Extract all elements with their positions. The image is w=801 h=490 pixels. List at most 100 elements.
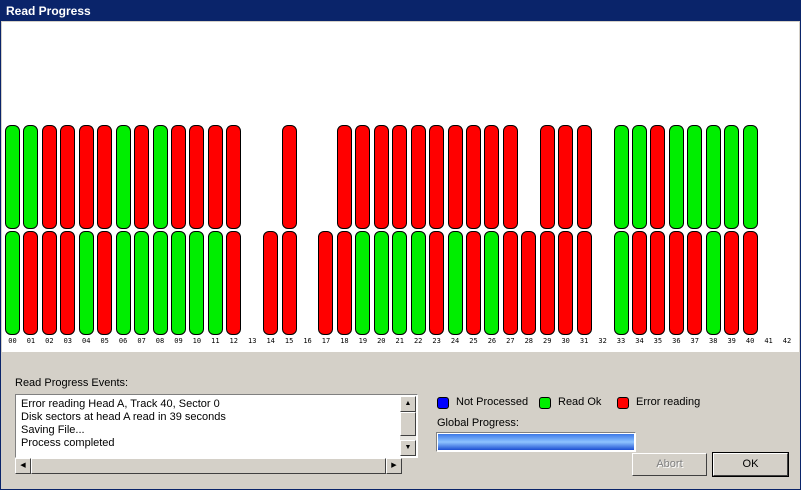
track-number-label: 10 — [192, 337, 202, 345]
track-bar-head-a — [484, 125, 500, 229]
abort-button[interactable]: Abort — [632, 453, 707, 476]
global-progress-label: Global Progress: — [437, 417, 519, 429]
track-bar-head-a — [5, 125, 20, 229]
events-log[interactable]: Error reading Head A, Track 40, Sector 0… — [15, 394, 418, 458]
track-number-label: 22 — [413, 337, 423, 345]
track-bar-head-b — [429, 231, 445, 335]
track-bar-head-b — [336, 231, 352, 335]
track-bar-head-a — [539, 125, 555, 229]
track-number-label: 39 — [727, 337, 736, 345]
track-bar-head-b — [631, 231, 647, 335]
scroll-right-arrow-icon[interactable]: ▶ — [386, 458, 402, 474]
track-number-label: 26 — [487, 337, 497, 345]
events-label: Read Progress Events: — [15, 377, 129, 389]
track-bar-head-b — [5, 231, 20, 335]
track-bar-head-a — [78, 125, 94, 229]
track-bar-head-a — [207, 125, 223, 229]
track-bar-head-b — [392, 231, 408, 335]
track-number-label: 07 — [137, 337, 146, 345]
track-bar-head-a — [373, 125, 389, 229]
track-number-label: 03 — [63, 337, 73, 345]
track-bar-head-a — [410, 125, 426, 229]
track-number-label: 31 — [579, 337, 589, 345]
track-number-label: 41 — [764, 337, 773, 345]
track-number-label: 05 — [100, 337, 109, 345]
track-bar-head-b — [502, 231, 518, 335]
track-bar-head-b — [170, 231, 186, 335]
track-bar-head-b — [207, 231, 223, 335]
track-bar-head-b — [447, 231, 463, 335]
track-bar-head-a — [650, 125, 666, 229]
track-bar-head-b — [668, 231, 684, 335]
event-line: Error reading Head A, Track 40, Sector 0 — [21, 398, 220, 410]
track-bar-head-b — [705, 231, 721, 335]
track-bar-head-a — [576, 125, 592, 229]
track-number-label: 38 — [709, 337, 718, 345]
global-progress-fill — [438, 434, 634, 450]
track-number-label: 35 — [653, 337, 663, 345]
track-number-label: 28 — [524, 337, 534, 345]
track-bar-head-a — [23, 125, 39, 229]
track-bar-head-b — [558, 231, 574, 335]
track-number-label: 29 — [543, 337, 552, 345]
track-number-label: 23 — [432, 337, 441, 345]
track-bar-head-a — [152, 125, 168, 229]
legend-not-processed: Not Processed — [456, 396, 529, 408]
track-bar-head-b — [724, 231, 740, 335]
vertical-scrollbar[interactable]: ▲ ▼ — [400, 396, 416, 456]
track-bar-head-a — [668, 125, 684, 229]
track-bar-head-a — [613, 125, 629, 229]
track-bar-head-b — [281, 231, 297, 335]
track-number-label: 09 — [174, 337, 183, 345]
track-bar-head-a — [705, 125, 721, 229]
track-bar-head-a — [742, 125, 758, 229]
track-bar-head-b — [60, 231, 76, 335]
track-bar-head-b — [226, 231, 242, 335]
track-number-label: 02 — [45, 337, 54, 345]
track-bar-head-b — [539, 231, 555, 335]
track-bar-head-a — [429, 125, 445, 229]
track-bar-head-b — [355, 231, 371, 335]
not-processed-swatch-icon — [437, 397, 449, 409]
track-number-label: 14 — [266, 337, 275, 345]
scroll-left-arrow-icon[interactable]: ◀ — [15, 458, 31, 474]
legend-read-ok: Read Ok — [558, 396, 602, 408]
track-bar-head-b — [189, 231, 205, 335]
scroll-down-arrow-icon[interactable]: ▼ — [400, 440, 416, 456]
track-bar-head-a — [447, 125, 463, 229]
scroll-up-arrow-icon[interactable]: ▲ — [400, 396, 416, 412]
track-number-label: 11 — [211, 337, 220, 345]
track-bar-head-b — [97, 231, 113, 335]
legend-error-reading: Error reading — [636, 396, 701, 408]
vertical-scroll-thumb[interactable] — [400, 412, 416, 436]
track-bar-head-a — [189, 125, 205, 229]
track-number-label: 40 — [745, 337, 755, 345]
track-number-label: 15 — [284, 337, 294, 345]
ok-button[interactable]: OK — [712, 452, 789, 477]
track-bar-head-a — [392, 125, 408, 229]
track-bar-head-b — [373, 231, 389, 335]
track-number-label: 18 — [340, 337, 349, 345]
track-bar-head-b — [134, 231, 150, 335]
track-number-label: 37 — [690, 337, 699, 345]
track-number-label: 36 — [672, 337, 681, 345]
event-line: Disk sectors at head A read in 39 second… — [21, 411, 226, 423]
track-bar-head-b — [466, 231, 481, 335]
track-bar-head-b — [484, 231, 500, 335]
track-bar-head-a — [41, 125, 57, 229]
track-number-label: 24 — [450, 337, 460, 345]
track-number-label: 16 — [303, 337, 312, 345]
track-bar-head-b — [41, 231, 57, 335]
track-bar-head-b — [742, 231, 758, 335]
event-line: Saving File... — [21, 424, 85, 436]
track-bar-head-a — [97, 125, 113, 229]
track-progress-area — [2, 22, 799, 352]
horizontal-scroll-thumb[interactable] — [31, 458, 386, 474]
title-bar: Read Progress — [1, 1, 800, 21]
horizontal-scrollbar[interactable]: ◀ ▶ — [15, 458, 402, 474]
track-bar-head-a — [502, 125, 518, 229]
track-bar-head-b — [650, 231, 666, 335]
track-bar-head-b — [152, 231, 168, 335]
track-number-label: 30 — [561, 337, 570, 345]
